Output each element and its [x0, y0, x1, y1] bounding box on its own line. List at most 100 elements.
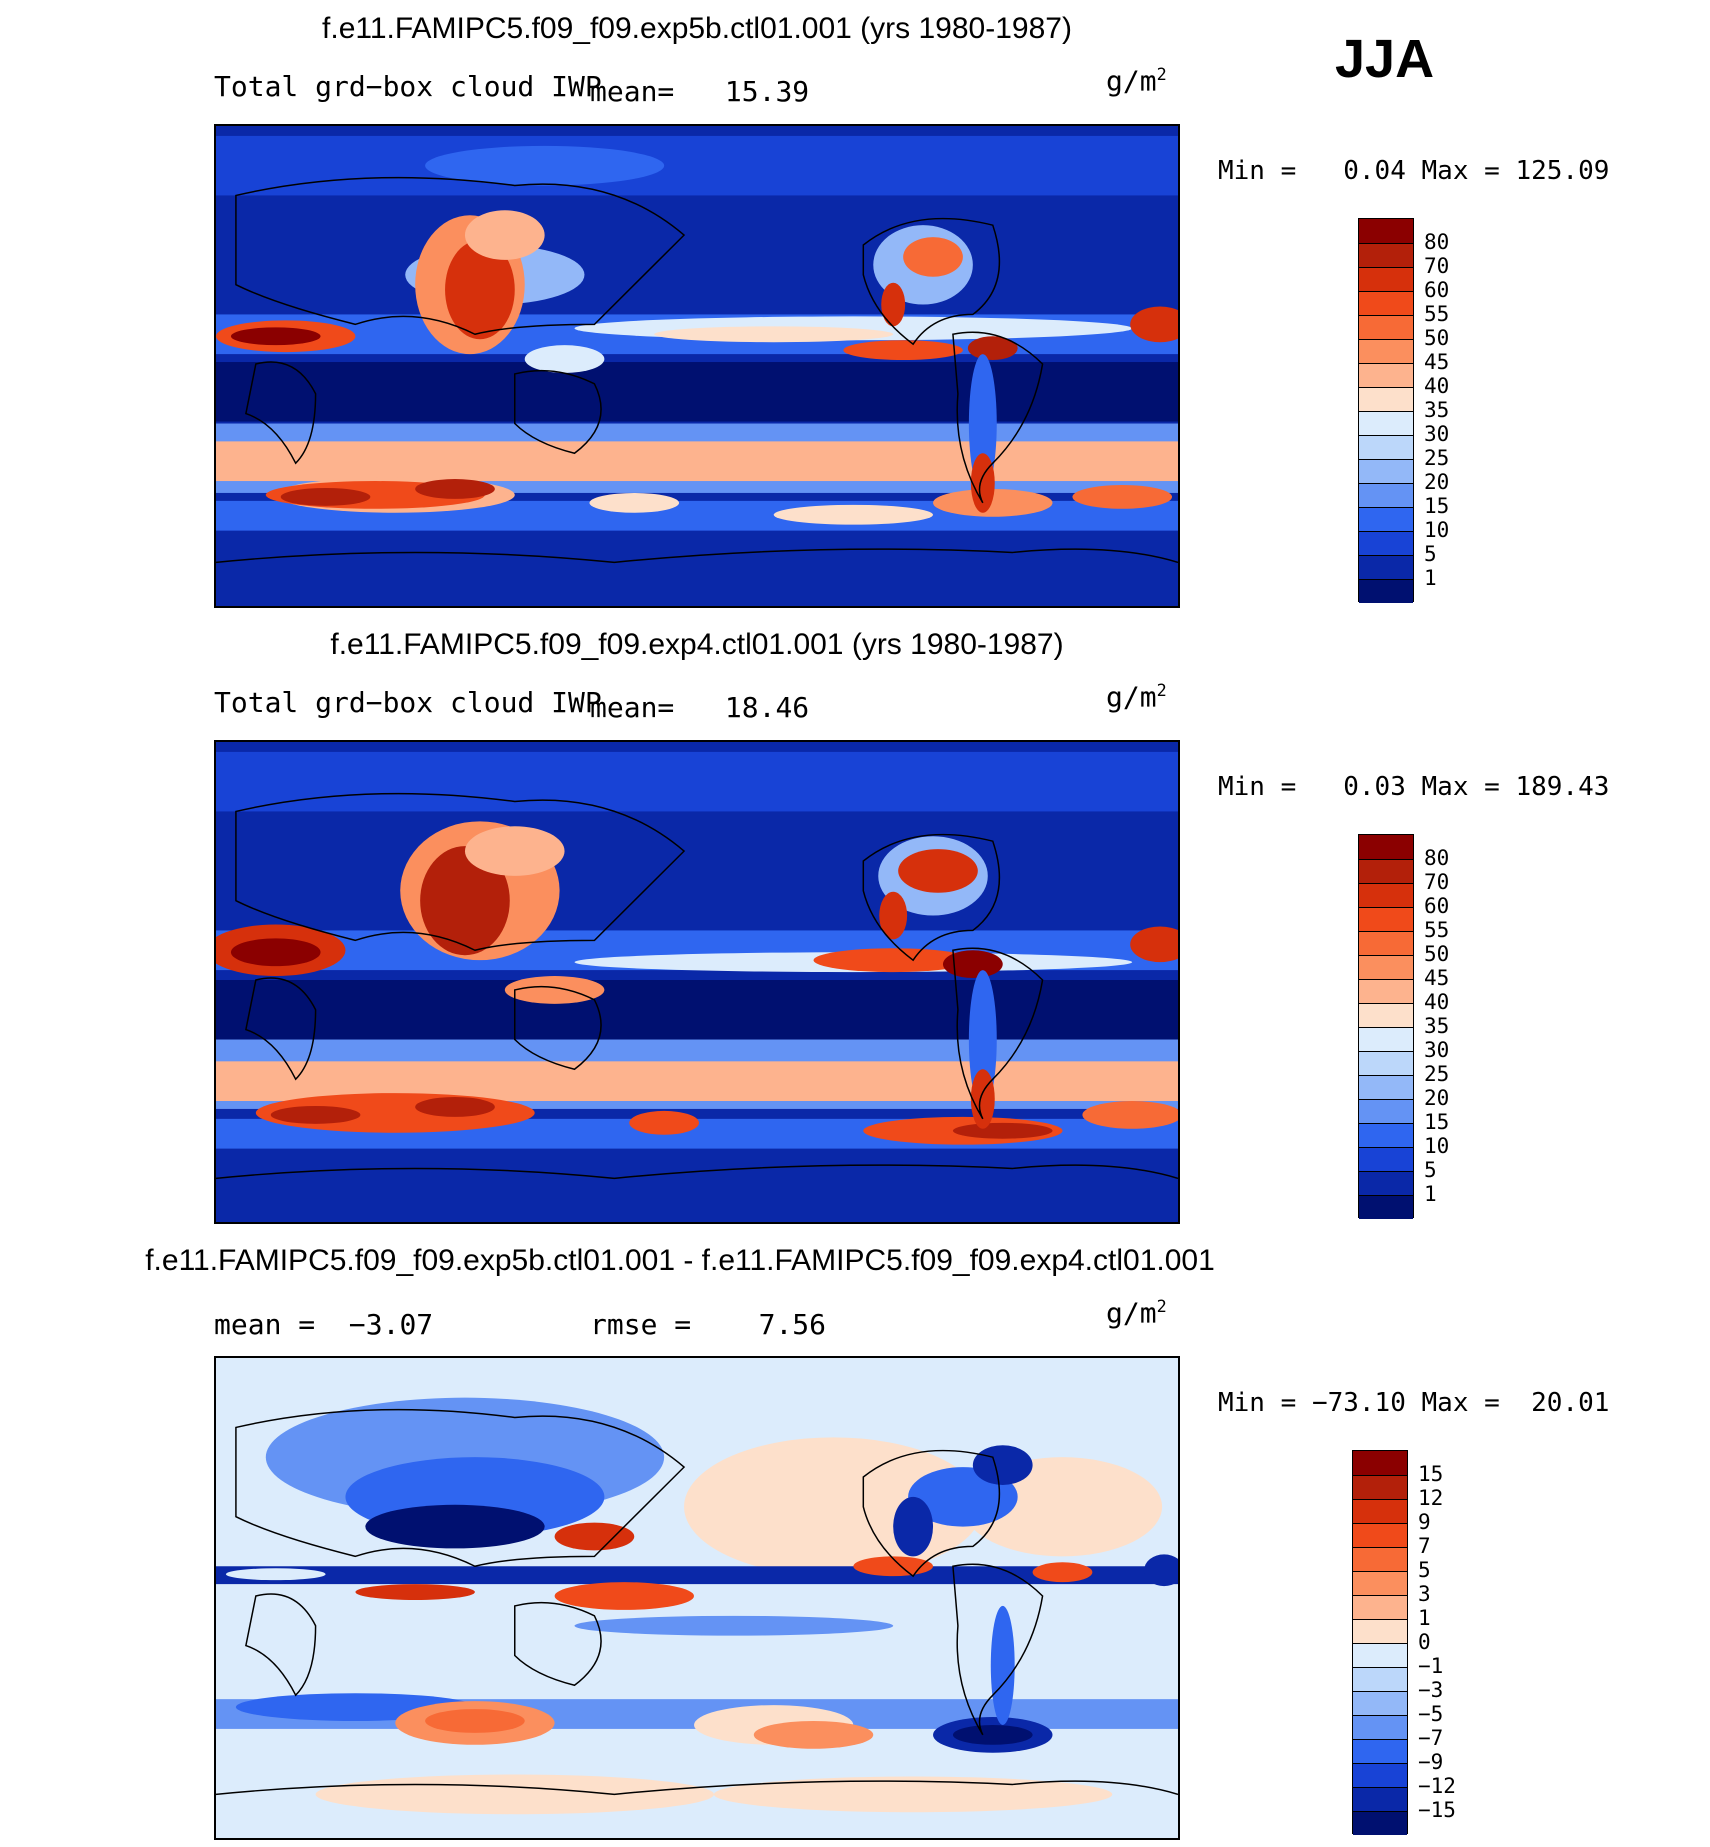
colorbar-swatch — [1359, 459, 1413, 483]
colorbar-label: 30 — [1424, 1038, 1450, 1062]
colorbar-label: 5 — [1424, 542, 1437, 566]
colorbar-swatch — [1359, 483, 1413, 507]
colorbar-swatch — [1359, 979, 1413, 1003]
colorbar-label: 5 — [1424, 1158, 1437, 1182]
colorbar-swatch — [1359, 883, 1413, 907]
colorbar-swatch — [1359, 267, 1413, 291]
colorbar-label: 60 — [1424, 278, 1450, 302]
colorbar-swatch — [1353, 1643, 1407, 1667]
colorbar-label: 80 — [1424, 230, 1450, 254]
colorbar-label: −9 — [1418, 1750, 1444, 1774]
panel3-min-max: Min = −73.10 Max = 20.01 — [1218, 1388, 1610, 1418]
colorbar-label: 3 — [1418, 1582, 1431, 1606]
colorbar-swatch — [1359, 1171, 1413, 1195]
colorbar-label: 10 — [1424, 1134, 1450, 1158]
colorbar-label: 25 — [1424, 446, 1450, 470]
colorbar-label: 20 — [1424, 1086, 1450, 1110]
colorbar-swatch — [1353, 1763, 1407, 1787]
panel3-title: f.e11.FAMIPC5.f09_f09.exp5b.ctl01.001 - … — [145, 1244, 1215, 1277]
colorbar-label: 9 — [1418, 1510, 1431, 1534]
colorbar-label: 15 — [1418, 1462, 1444, 1486]
season-label: JJA — [1335, 29, 1435, 89]
colorbar-label: 45 — [1424, 350, 1450, 374]
colorbar-label: 70 — [1424, 870, 1450, 894]
colorbar-swatch — [1359, 1195, 1413, 1219]
panel3-mean: mean = −3.07 — [214, 1308, 434, 1341]
panel2-min-max: Min = 0.03 Max = 189.43 — [1218, 772, 1610, 802]
colorbar-label: 45 — [1424, 966, 1450, 990]
panel2-units: g/m2 — [1106, 680, 1167, 714]
colorbar-label: 40 — [1424, 990, 1450, 1014]
colorbar-swatch — [1359, 1147, 1413, 1171]
colorbar-swatch — [1359, 1051, 1413, 1075]
colorbar-label: 55 — [1424, 918, 1450, 942]
colorbar-swatch — [1353, 1523, 1407, 1547]
colorbar-swatch — [1353, 1715, 1407, 1739]
colorbar-swatch — [1359, 1027, 1413, 1051]
colorbar-label: 60 — [1424, 894, 1450, 918]
colorbar-label: 0 — [1418, 1630, 1431, 1654]
panel1-units: g/m2 — [1106, 64, 1167, 98]
panel1-mean: mean= 15.39 — [590, 75, 810, 108]
colorbar-swatch — [1359, 907, 1413, 931]
colorbar-swatch — [1359, 507, 1413, 531]
colorbar-label: −1 — [1418, 1654, 1444, 1678]
colorbar-box — [1358, 218, 1414, 603]
colorbar-swatch — [1359, 315, 1413, 339]
colorbar-label: 12 — [1418, 1486, 1444, 1510]
colorbar-label: 25 — [1424, 1062, 1450, 1086]
colorbar-label: 55 — [1424, 302, 1450, 326]
colorbar-swatch — [1359, 291, 1413, 315]
colorbar-label: 7 — [1418, 1534, 1431, 1558]
panel1-variable: Total grd−box cloud IWP — [214, 70, 602, 103]
colorbar-swatch — [1359, 243, 1413, 267]
panel1-min-max: Min = 0.04 Max = 125.09 — [1218, 156, 1610, 186]
colorbar-swatch — [1353, 1739, 1407, 1763]
colorbar-label: 1 — [1418, 1606, 1431, 1630]
colorbar-swatch — [1359, 1099, 1413, 1123]
colorbar-swatch — [1359, 339, 1413, 363]
colorbar-label: 5 — [1418, 1558, 1431, 1582]
colorbar-label: 1 — [1424, 1182, 1437, 1206]
panel2-mean: mean= 18.46 — [590, 691, 810, 724]
colorbar-label: 15 — [1424, 494, 1450, 518]
colorbar-label: −15 — [1418, 1798, 1456, 1822]
panel2-variable: Total grd−box cloud IWP — [214, 686, 602, 719]
colorbar-label: 30 — [1424, 422, 1450, 446]
colorbar-swatch — [1353, 1691, 1407, 1715]
colorbar-swatch — [1353, 1667, 1407, 1691]
colorbar-label: −7 — [1418, 1726, 1444, 1750]
colorbar-swatch — [1353, 1475, 1407, 1499]
colorbar-swatch — [1353, 1571, 1407, 1595]
colorbar-swatch — [1359, 555, 1413, 579]
colorbar-swatch — [1353, 1619, 1407, 1643]
colorbar-swatch — [1359, 835, 1413, 859]
colorbar-label: 50 — [1424, 942, 1450, 966]
panel3-map — [214, 1356, 1180, 1840]
colorbar-label: 50 — [1424, 326, 1450, 350]
colorbar-swatch — [1353, 1547, 1407, 1571]
colorbar-box — [1358, 834, 1414, 1219]
colorbar-swatch — [1353, 1787, 1407, 1811]
panel3-rmse: rmse = 7.56 — [590, 1308, 827, 1341]
colorbar-swatch — [1359, 363, 1413, 387]
colorbar-swatch — [1359, 1123, 1413, 1147]
panel1-map — [214, 124, 1180, 608]
colorbar-label: −5 — [1418, 1702, 1444, 1726]
colorbar-label: 70 — [1424, 254, 1450, 278]
colorbar-swatch — [1359, 859, 1413, 883]
panel3-units: g/m2 — [1106, 1296, 1167, 1330]
colorbar-label: 40 — [1424, 374, 1450, 398]
colorbar-swatch — [1353, 1811, 1407, 1835]
colorbar-swatch — [1359, 1003, 1413, 1027]
colorbar-label: 1 — [1424, 566, 1437, 590]
colorbar-swatch — [1359, 955, 1413, 979]
colorbar-label: 20 — [1424, 470, 1450, 494]
colorbar-box — [1352, 1450, 1408, 1835]
colorbar-label: 35 — [1424, 1014, 1450, 1038]
colorbar-swatch — [1359, 579, 1413, 603]
colorbar-swatch — [1359, 387, 1413, 411]
colorbar-swatch — [1353, 1499, 1407, 1523]
colorbar-swatch — [1359, 1075, 1413, 1099]
colorbar-label: 80 — [1424, 846, 1450, 870]
